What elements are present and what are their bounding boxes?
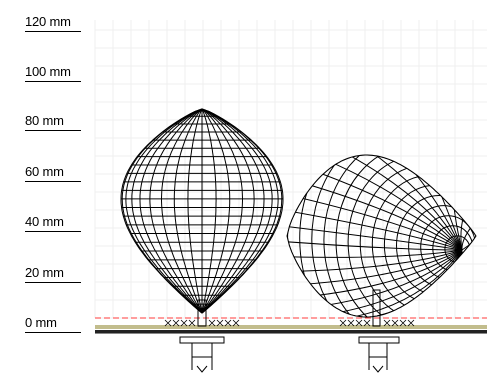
scale-label-60: 60 mm (25, 164, 64, 179)
egg-lying (287, 155, 476, 317)
scale-label-120: 120 mm (25, 14, 71, 29)
background-grid (94, 20, 487, 319)
scale-line-20 (25, 282, 81, 283)
stand-upright (179, 299, 225, 373)
platform (95, 325, 487, 334)
scale-label-80: 80 mm (25, 113, 64, 128)
egg-upright (120, 108, 284, 314)
scale-line-40 (25, 231, 81, 232)
scale-line-0 (25, 332, 81, 333)
scale-line-100 (25, 81, 81, 82)
stand-lying (358, 289, 400, 373)
scale-label-40: 40 mm (25, 214, 64, 229)
scale-label-20: 20 mm (25, 265, 64, 280)
scale-label-100: 100 mm (25, 64, 71, 79)
scale-label-0: 0 mm (25, 315, 57, 330)
scale-line-80 (25, 130, 81, 131)
support-feet (164, 319, 415, 327)
egg-lying-outline (286, 154, 477, 318)
scale-line-120 (25, 31, 81, 32)
scale-line-60 (25, 181, 81, 182)
